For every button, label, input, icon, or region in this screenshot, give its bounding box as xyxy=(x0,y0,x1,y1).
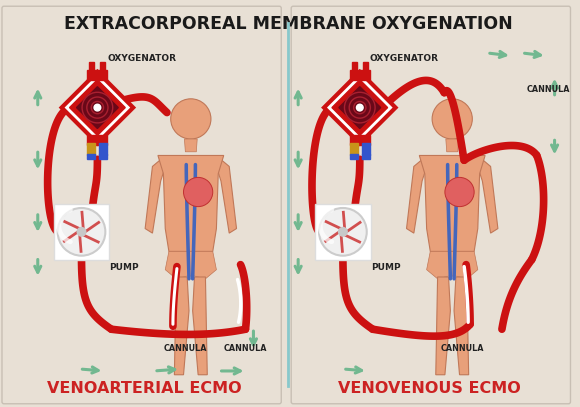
Polygon shape xyxy=(436,277,451,375)
Circle shape xyxy=(357,104,363,111)
Bar xyxy=(88,136,107,145)
Circle shape xyxy=(77,228,86,236)
Polygon shape xyxy=(419,155,485,252)
Text: EXTRACORPOREAL MEMBRANE OXYGENATION: EXTRACORPOREAL MEMBRANE OXYGENATION xyxy=(64,15,513,33)
Text: CANNULA: CANNULA xyxy=(527,85,570,94)
Circle shape xyxy=(339,228,347,236)
Text: VENOVENOUS ECMO: VENOVENOUS ECMO xyxy=(338,381,521,396)
Polygon shape xyxy=(70,80,125,136)
Circle shape xyxy=(94,104,101,111)
Bar xyxy=(362,143,369,155)
Polygon shape xyxy=(339,87,380,129)
Text: OXYGENATOR: OXYGENATOR xyxy=(369,54,438,63)
Circle shape xyxy=(445,177,474,207)
Circle shape xyxy=(183,177,213,207)
Bar xyxy=(100,62,106,70)
Polygon shape xyxy=(427,252,478,279)
Polygon shape xyxy=(476,157,498,233)
Polygon shape xyxy=(165,252,216,279)
Bar xyxy=(350,70,369,80)
Circle shape xyxy=(319,208,367,256)
Bar xyxy=(315,204,371,260)
Bar xyxy=(350,154,358,159)
Bar xyxy=(99,143,107,155)
Polygon shape xyxy=(454,277,469,375)
Bar xyxy=(350,143,358,155)
Text: CANNULA: CANNULA xyxy=(440,344,484,352)
Text: CANNULA: CANNULA xyxy=(224,344,267,352)
Bar xyxy=(362,62,368,70)
Polygon shape xyxy=(407,157,429,233)
Bar xyxy=(88,143,96,155)
Bar xyxy=(54,204,109,260)
Circle shape xyxy=(57,208,106,256)
Polygon shape xyxy=(184,139,197,152)
Text: PUMP: PUMP xyxy=(371,263,400,272)
Bar xyxy=(350,136,369,145)
Bar xyxy=(99,154,107,159)
Bar xyxy=(88,70,107,80)
Bar xyxy=(352,62,357,70)
Bar xyxy=(362,154,369,159)
Text: OXYGENATOR: OXYGENATOR xyxy=(107,54,176,63)
Polygon shape xyxy=(446,139,459,152)
Polygon shape xyxy=(145,157,167,233)
Bar xyxy=(89,62,95,70)
Polygon shape xyxy=(215,157,237,233)
Polygon shape xyxy=(332,80,387,136)
Polygon shape xyxy=(175,277,189,375)
Text: PUMP: PUMP xyxy=(109,263,139,272)
Polygon shape xyxy=(158,155,224,252)
Polygon shape xyxy=(324,72,396,143)
Circle shape xyxy=(171,99,211,139)
Polygon shape xyxy=(193,277,207,375)
Text: VENOARTERIAL ECMO: VENOARTERIAL ECMO xyxy=(47,381,241,396)
Polygon shape xyxy=(61,72,133,143)
Polygon shape xyxy=(77,87,118,129)
Circle shape xyxy=(432,99,472,139)
Bar xyxy=(88,154,96,159)
Text: CANNULA: CANNULA xyxy=(164,344,208,352)
